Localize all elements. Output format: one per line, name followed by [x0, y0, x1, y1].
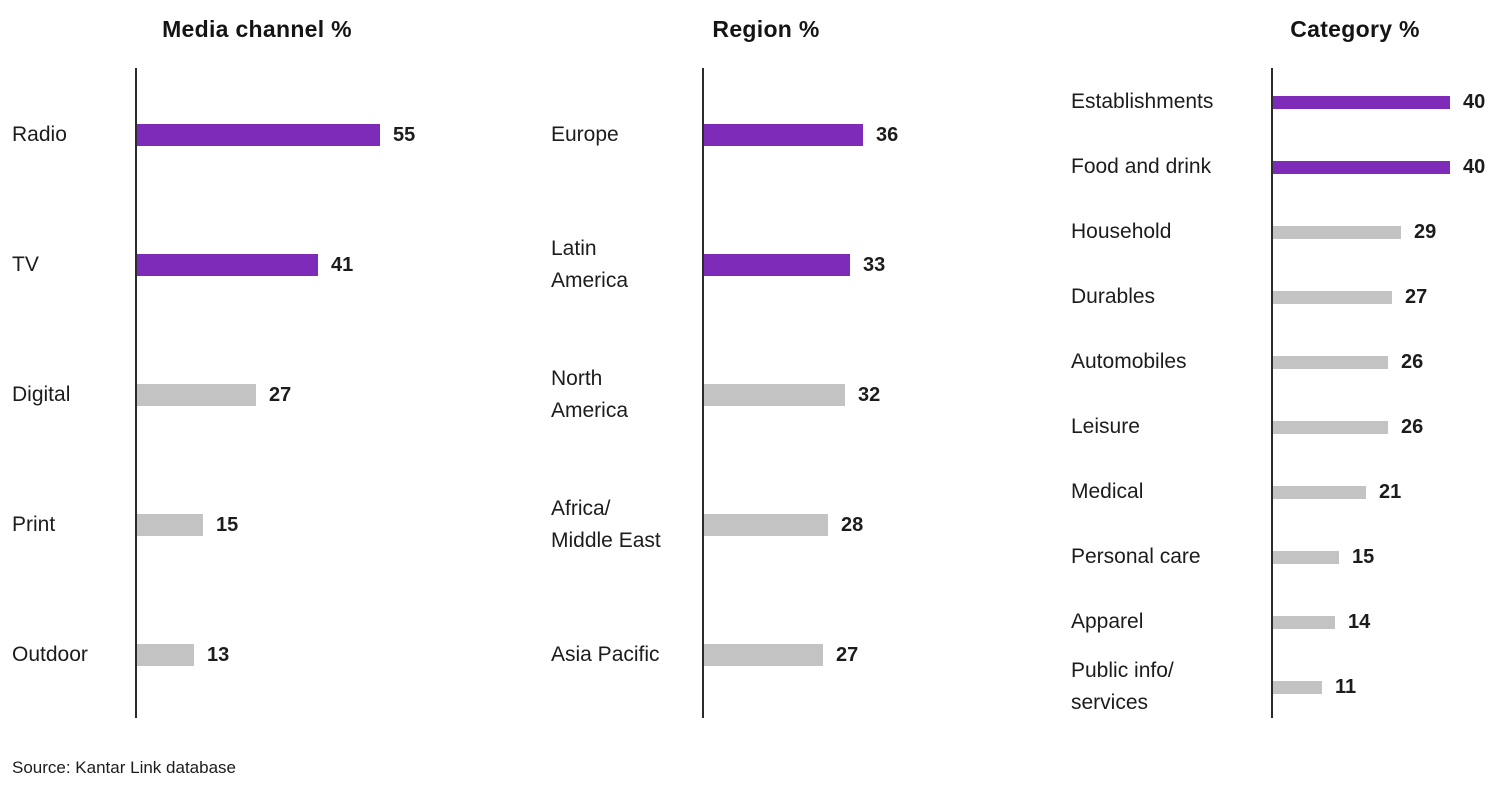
bar: [137, 384, 256, 406]
category-label: Establishments: [1071, 90, 1214, 113]
value-label: 15: [216, 513, 239, 536]
category-label: Food and drink: [1071, 155, 1212, 178]
category-label: Personal care: [1071, 545, 1201, 568]
value-label: 26: [1401, 415, 1424, 438]
category-label: North America: [551, 367, 629, 422]
category-label: Medical: [1071, 480, 1144, 503]
bar: [137, 514, 203, 536]
category-label: Household: [1071, 220, 1172, 243]
bar: [1273, 160, 1450, 174]
bar: [1273, 290, 1392, 304]
category-label: Europe: [551, 123, 619, 146]
value-label: 27: [269, 383, 292, 406]
category-label: Radio: [12, 123, 67, 146]
chart-title-region: Region %: [712, 16, 820, 42]
bar: [1273, 485, 1366, 499]
value-label: 21: [1379, 480, 1402, 503]
category-label: Africa/ Middle East: [551, 497, 661, 552]
bar: [137, 124, 380, 146]
bar: [1273, 680, 1322, 694]
axis-line-region: [702, 68, 704, 718]
value-label: 32: [858, 383, 881, 406]
bar: [1273, 355, 1388, 369]
axis-line-category: [1271, 68, 1273, 718]
value-label: 27: [836, 643, 859, 666]
category-label: Public info/ services: [1071, 659, 1174, 714]
value-label: 55: [393, 123, 416, 146]
source-caption: Source: Kantar Link database: [12, 758, 236, 777]
category-label: Durables: [1071, 285, 1156, 308]
category-label: Latin America: [551, 237, 629, 292]
bar: [704, 124, 863, 146]
bar: [1273, 420, 1388, 434]
value-label: 28: [841, 513, 864, 536]
category-label: Outdoor: [12, 643, 88, 666]
bar: [1273, 225, 1401, 239]
bar: [1273, 615, 1335, 629]
axis-line-media-channel: [135, 68, 137, 718]
bar: [704, 384, 845, 406]
value-label: 15: [1352, 545, 1375, 568]
category-label: TV: [12, 253, 39, 276]
bar: [704, 254, 850, 276]
category-label: Digital: [12, 383, 71, 406]
value-label: 26: [1401, 350, 1424, 373]
category-label: Automobiles: [1071, 350, 1187, 373]
value-label: 27: [1405, 285, 1428, 308]
value-label: 41: [331, 253, 354, 276]
chart-title-media-channel: Media channel %: [162, 16, 352, 42]
value-label: 36: [876, 123, 899, 146]
value-label: 13: [207, 643, 230, 666]
bar: [1273, 95, 1450, 109]
value-label: 11: [1335, 675, 1357, 698]
value-label: 29: [1414, 220, 1437, 243]
bar: [137, 644, 194, 666]
value-label: 40: [1463, 90, 1486, 113]
category-label: Asia Pacific: [551, 643, 660, 666]
category-label: Apparel: [1071, 610, 1144, 633]
category-label: Print: [12, 513, 56, 536]
value-label: 14: [1348, 610, 1371, 633]
bar: [137, 254, 318, 276]
bar: [704, 644, 823, 666]
bar: [704, 514, 828, 536]
value-label: 33: [863, 253, 886, 276]
value-label: 40: [1463, 155, 1486, 178]
bar: [1273, 550, 1339, 564]
category-label: Leisure: [1071, 415, 1140, 438]
chart-title-category: Category %: [1290, 16, 1420, 42]
